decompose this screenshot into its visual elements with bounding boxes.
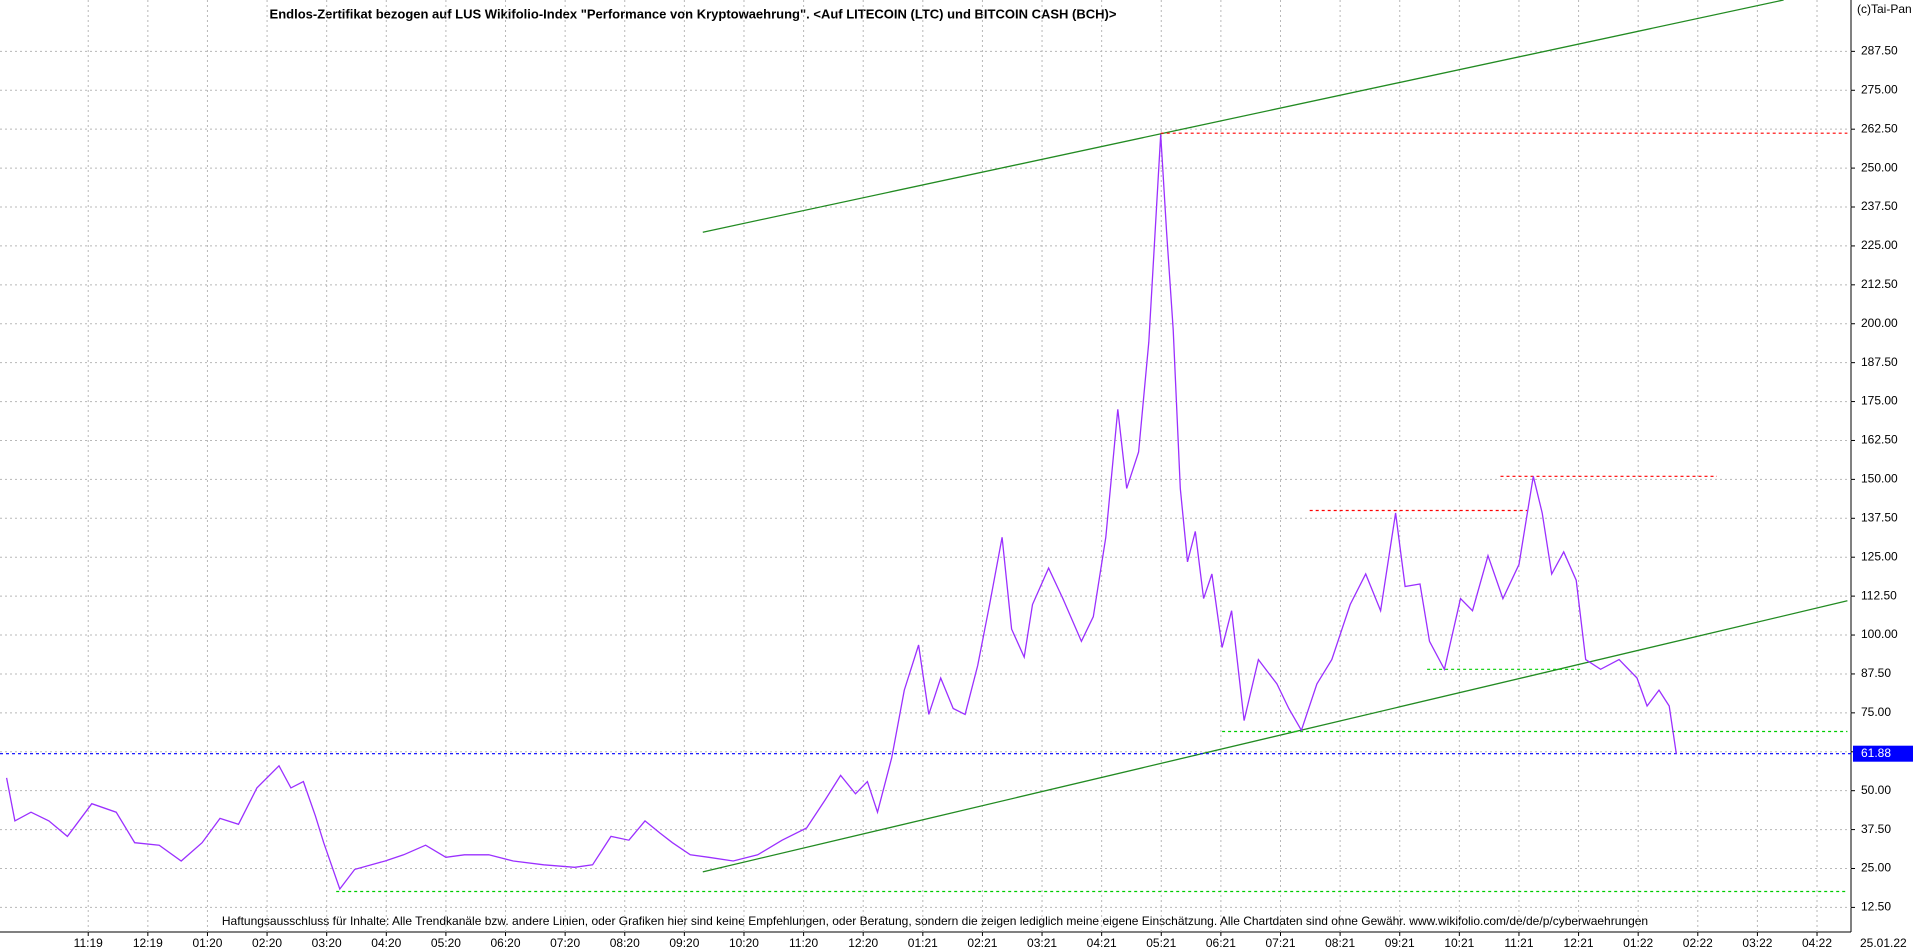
chart-title: Endlos-Zertifikat bezogen auf LUS Wikifo… bbox=[270, 6, 1117, 21]
x-tick-label: 04:22 bbox=[1802, 936, 1832, 950]
x-tick-label: 11:20 bbox=[789, 936, 818, 950]
y-tick-label: 175.00 bbox=[1861, 394, 1898, 408]
last-value-box bbox=[1853, 745, 1913, 762]
x-tick-label: 07:21 bbox=[1265, 936, 1295, 950]
x-tick-label: 12:19 bbox=[133, 936, 163, 950]
x-tick-label: 09:21 bbox=[1385, 936, 1415, 950]
x-tick-label: 03:22 bbox=[1742, 936, 1772, 950]
x-tick-label: 01:22 bbox=[1623, 936, 1653, 950]
x-tick-label: 12:20 bbox=[848, 936, 878, 950]
trend-line bbox=[702, 0, 1784, 233]
x-tick-label: 10:21 bbox=[1444, 936, 1474, 950]
y-tick-label: 250.00 bbox=[1861, 160, 1898, 174]
x-tick-label: 04:21 bbox=[1087, 936, 1117, 950]
x-tick-label: 05:20 bbox=[431, 936, 461, 950]
y-tick-label: 262.50 bbox=[1861, 121, 1898, 135]
x-tick-label: 09:20 bbox=[669, 936, 699, 950]
x-tick-label: 03:21 bbox=[1027, 936, 1057, 950]
y-tick-label: 275.00 bbox=[1861, 82, 1898, 96]
x-tick-label: 02:21 bbox=[967, 936, 997, 950]
y-tick-label: 150.00 bbox=[1861, 472, 1898, 486]
copyright: (c)Tai-Pan bbox=[1857, 2, 1912, 16]
x-tick-label: 11:19 bbox=[74, 936, 103, 950]
date-label: 25.01.22 bbox=[1860, 936, 1907, 950]
y-tick-label: 25.00 bbox=[1861, 861, 1891, 875]
last-value-label: 61.88 bbox=[1861, 746, 1891, 760]
y-tick-label: 87.50 bbox=[1861, 666, 1891, 680]
x-tick-label: 04:20 bbox=[371, 936, 401, 950]
x-tick-label: 08:21 bbox=[1325, 936, 1355, 950]
x-tick-label: 02:20 bbox=[252, 936, 282, 950]
y-tick-label: 12.50 bbox=[1861, 900, 1891, 914]
y-tick-label: 187.50 bbox=[1861, 355, 1898, 369]
y-tick-label: 125.00 bbox=[1861, 549, 1898, 563]
footer-note: Haftungsausschluss für Inhalte: Alle Tre… bbox=[222, 914, 1648, 928]
y-tick-label: 200.00 bbox=[1861, 316, 1898, 330]
y-tick-label: 225.00 bbox=[1861, 238, 1898, 252]
y-tick-label: 237.50 bbox=[1861, 199, 1898, 213]
y-tick-label: 112.50 bbox=[1861, 588, 1897, 602]
y-tick-label: 287.50 bbox=[1861, 44, 1898, 58]
x-tick-label: 10:20 bbox=[729, 936, 759, 950]
x-tick-label: 06:21 bbox=[1206, 936, 1236, 950]
x-tick-label: 12:21 bbox=[1564, 936, 1594, 950]
y-tick-label: 75.00 bbox=[1861, 705, 1891, 719]
y-tick-label: 137.50 bbox=[1861, 510, 1898, 524]
x-tick-label: 07:20 bbox=[550, 936, 580, 950]
trend-line bbox=[702, 600, 1848, 873]
x-tick-label: 01:20 bbox=[192, 936, 222, 950]
x-tick-label: 01:21 bbox=[908, 936, 938, 950]
y-tick-label: 162.50 bbox=[1861, 433, 1898, 447]
x-tick-label: 11:21 bbox=[1504, 936, 1533, 950]
y-tick-label: 50.00 bbox=[1861, 783, 1891, 797]
x-tick-label: 08:20 bbox=[610, 936, 640, 950]
y-tick-label: 37.50 bbox=[1861, 822, 1891, 836]
x-tick-label: 05:21 bbox=[1146, 936, 1176, 950]
price-line bbox=[5, 134, 1677, 891]
x-tick-label: 06:20 bbox=[491, 936, 521, 950]
y-tick-label: 100.00 bbox=[1861, 627, 1898, 641]
x-tick-label: 02:22 bbox=[1683, 936, 1713, 950]
y-tick-label: 212.50 bbox=[1861, 277, 1898, 291]
x-tick-label: 03:20 bbox=[312, 936, 342, 950]
